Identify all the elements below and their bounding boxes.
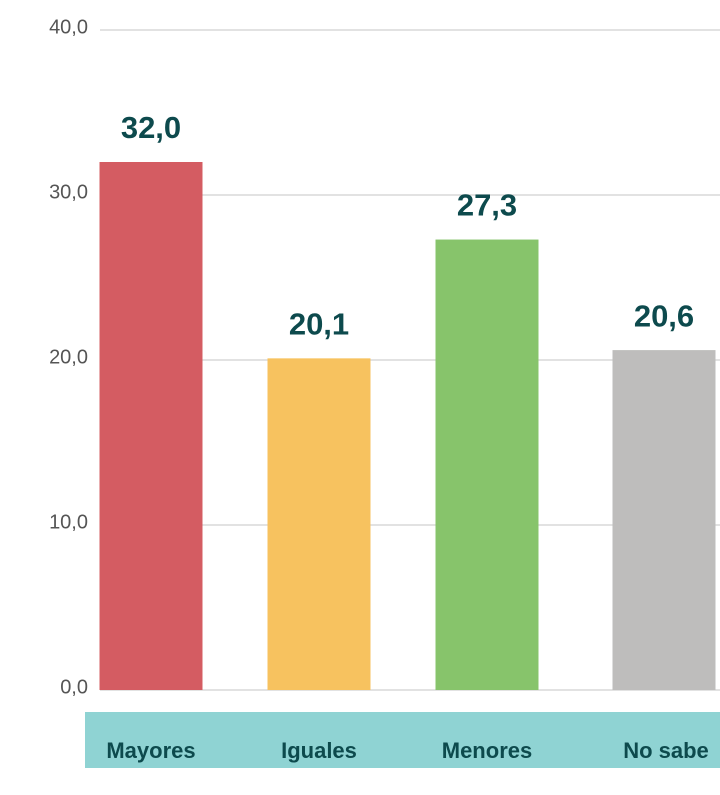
y-tick-label: 0,0 — [60, 676, 88, 698]
value-label: 20,6 — [634, 298, 694, 333]
x-tick-label: Iguales — [281, 738, 357, 763]
y-tick-label: 20,0 — [49, 346, 88, 368]
y-tick-label: 30,0 — [49, 181, 88, 203]
value-label: 20,1 — [289, 307, 349, 342]
bar — [267, 358, 371, 690]
x-tick-label: Mayores — [106, 738, 195, 763]
bar — [99, 162, 203, 690]
x-tick-label: No sabe — [623, 738, 709, 763]
category-band — [85, 712, 720, 768]
y-tick-label: 40,0 — [49, 16, 88, 38]
bar — [435, 239, 539, 691]
bar — [612, 350, 716, 690]
y-tick-label: 10,0 — [49, 511, 88, 533]
x-tick-label: Menores — [442, 738, 532, 763]
value-label: 32,0 — [121, 110, 181, 145]
value-label: 27,3 — [457, 188, 517, 223]
